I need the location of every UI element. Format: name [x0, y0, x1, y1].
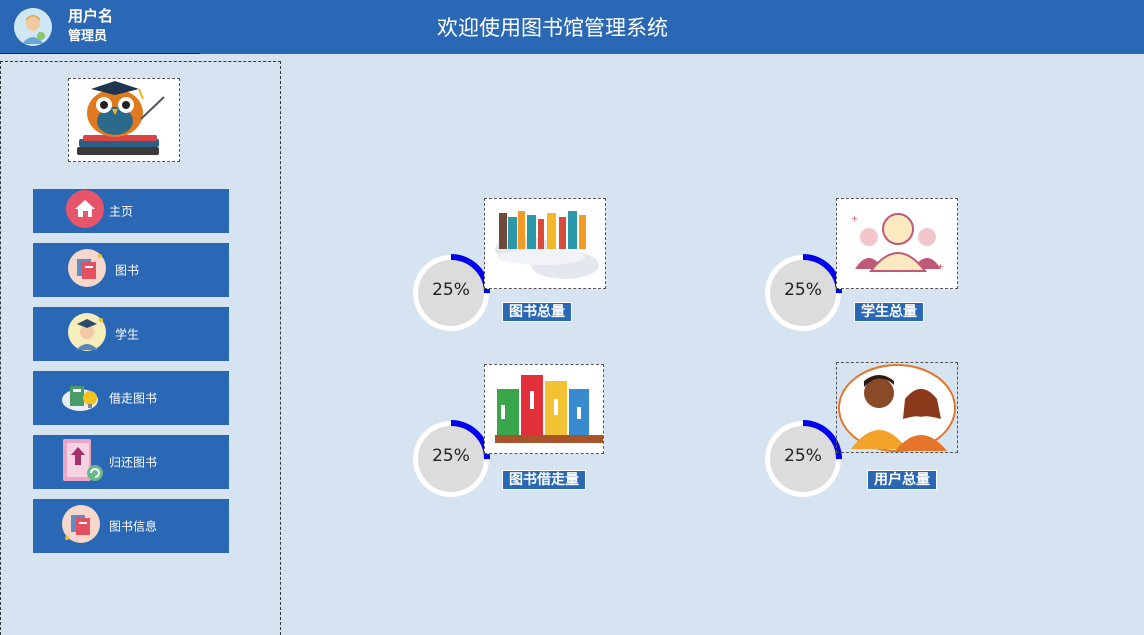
- sidebar-item-return[interactable]: 归还图书: [33, 435, 229, 489]
- svg-text:+: +: [937, 262, 944, 271]
- sidebar-item-books[interactable]: 图书: [33, 243, 229, 297]
- page-title: 欢迎使用图书馆管理系统: [437, 16, 668, 40]
- progress-percent: 25%: [432, 280, 470, 300]
- stat-label: 学生总量: [854, 302, 924, 322]
- return-book-icon: [61, 437, 105, 487]
- borrow-book-icon: [60, 376, 104, 420]
- stat-label: 图书总量: [502, 302, 572, 322]
- bookshelf-icon: [484, 364, 604, 454]
- progress-percent: 25%: [784, 280, 822, 300]
- book-info-icon: [61, 504, 101, 548]
- stat-label: 图书借走量: [502, 470, 586, 490]
- progress-arc: [412, 420, 490, 498]
- svg-text:+: +: [851, 214, 858, 223]
- sidebar-item-borrow[interactable]: 借走图书: [33, 371, 229, 425]
- progress-arc: [412, 254, 490, 332]
- sidebar-item-students[interactable]: 学生: [33, 307, 229, 361]
- owl-logo-icon: [68, 78, 180, 162]
- progress-arc: [764, 254, 842, 332]
- stat-label: 用户总量: [867, 470, 937, 490]
- sidebar: [0, 61, 281, 635]
- user-role-label: 管理员: [68, 29, 108, 44]
- sidebar-item-book-info[interactable]: 图书信息: [33, 499, 229, 553]
- sidebar-item-label: 图书信息: [109, 519, 158, 534]
- sidebar-item-home[interactable]: 主页: [33, 189, 229, 233]
- header-divider: [0, 53, 200, 54]
- sidebar-item-label: 主页: [109, 204, 134, 219]
- sidebar-item-label: 图书: [115, 263, 140, 278]
- book-icon: [67, 248, 107, 292]
- home-icon: [66, 190, 104, 232]
- progress-arc: [764, 420, 842, 498]
- books-cloud-icon: [484, 198, 606, 289]
- users-icon: [836, 362, 958, 453]
- progress-percent: 25%: [432, 446, 470, 466]
- sidebar-item-label: 借走图书: [109, 391, 158, 406]
- student-icon: [67, 312, 107, 356]
- progress-ring: [412, 254, 490, 332]
- progress-ring: [412, 420, 490, 498]
- progress-ring: [764, 254, 842, 332]
- students-icon: + +: [836, 198, 958, 289]
- progress-percent: 25%: [784, 446, 822, 466]
- username-label: 用户名: [68, 7, 114, 25]
- sidebar-item-label: 归还图书: [109, 455, 158, 470]
- user-avatar-icon[interactable]: [14, 8, 52, 46]
- sidebar-item-label: 学生: [115, 327, 140, 342]
- header-bar: 用户名 管理员 欢迎使用图书馆管理系统: [0, 0, 1144, 54]
- progress-ring: [764, 420, 842, 498]
